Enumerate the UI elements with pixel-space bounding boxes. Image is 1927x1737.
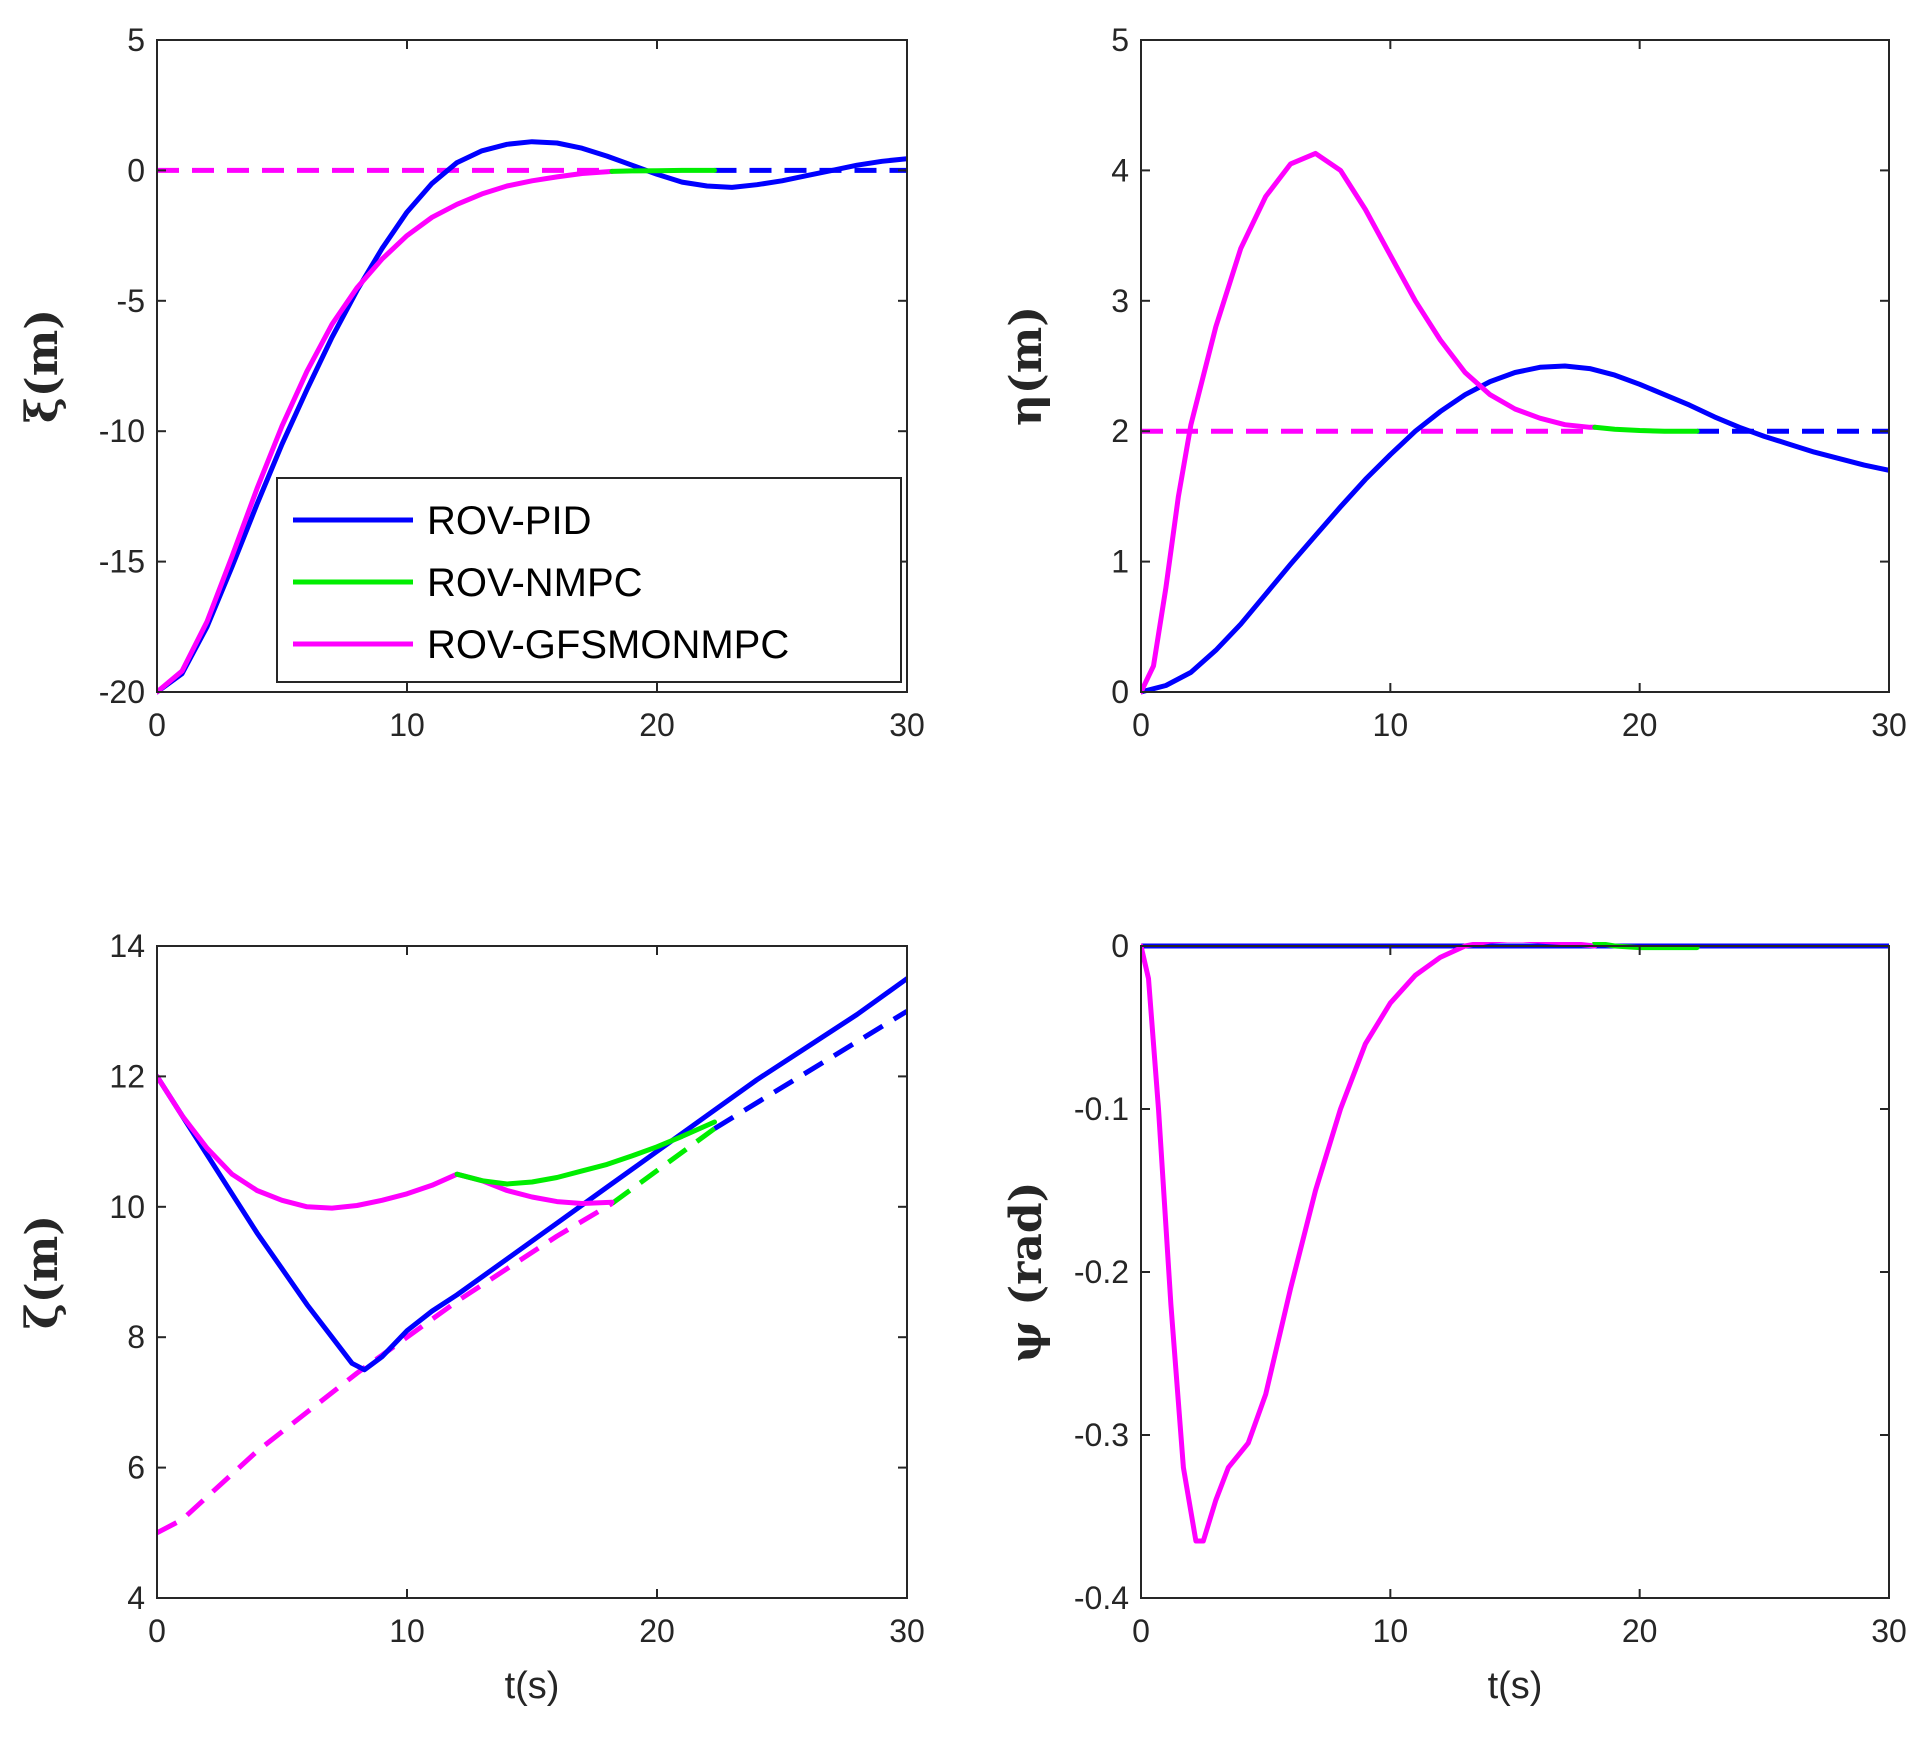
series-rov-gfsmonmpc — [1141, 150, 1598, 695]
panel-eta: 0 10 20 30 0 1 2 3 4 5 η(m) — [1001, 22, 1907, 743]
x-tick-label: 20 — [639, 1613, 675, 1649]
y-tick-label: -5 — [117, 283, 145, 319]
series-rov-gfsmonmpc — [1141, 942, 1598, 1544]
series-rov-nmpc — [609, 167, 717, 174]
x-tick-label: 30 — [889, 707, 925, 743]
series-rov-gfsmonmpc — [157, 168, 615, 695]
y-tick-label: 0 — [1111, 928, 1129, 964]
series-group — [157, 976, 907, 1536]
y-tick-label: -20 — [99, 674, 145, 710]
series-ref-pid — [713, 1009, 907, 1131]
y-axis-label: ζ(m) — [17, 1215, 68, 1329]
x-tick-label: 10 — [1373, 707, 1409, 743]
axes-box — [156, 945, 908, 1599]
x-tick-label: 0 — [1132, 1613, 1150, 1649]
axes-box — [156, 39, 908, 693]
y-tick-label: -0.3 — [1074, 1417, 1129, 1453]
y-axis-label: ξ(m) — [17, 309, 68, 423]
x-tick-label: 0 — [148, 707, 166, 743]
legend-label: ROV-NMPC — [427, 561, 643, 605]
y-tick-label: 1 — [1111, 544, 1129, 580]
y-tick-label: 8 — [127, 1319, 145, 1355]
series-rov-pid — [157, 139, 907, 695]
y-axis-label: ψ (rad) — [1001, 1182, 1052, 1363]
x-tick-label: 30 — [1871, 1613, 1907, 1649]
axes-box — [1140, 39, 1890, 693]
x-tick-label: 10 — [389, 707, 425, 743]
y-tick-label: 14 — [109, 928, 145, 964]
series-rov-pid — [157, 976, 907, 1373]
series-rov-gfsmonmpc — [157, 1073, 615, 1211]
x-tick-label: 0 — [1132, 707, 1150, 743]
legend-label: ROV-GFSMONMPC — [427, 623, 789, 667]
panel-xi: 0 10 20 30-20-15-10-505ξ(m)ROV-PIDROV-NMPCR… — [17, 22, 925, 743]
x-axis-label: t(s) — [1488, 1665, 1543, 1707]
y-tick-label: 12 — [109, 1058, 145, 1094]
panel-zeta: 0 10 20 30 4 6 8 10 12 14 ζ(m) t(s) — [17, 928, 925, 1707]
y-tick-label: 4 — [127, 1580, 145, 1616]
y-tick-label: 10 — [109, 1189, 145, 1225]
x-tick-label: 20 — [1622, 707, 1658, 743]
axes-box — [1140, 945, 1890, 1599]
legend-label: ROV-PID — [427, 499, 591, 543]
series-rov-nmpc — [454, 1119, 717, 1187]
series-rov-nmpc — [1592, 424, 1700, 434]
x-tick-label: 20 — [639, 707, 675, 743]
series-rov-pid — [1141, 363, 1889, 695]
series-group — [1141, 150, 1889, 695]
x-tick-label: 0 — [148, 1613, 166, 1649]
y-tick-label: 3 — [1111, 283, 1129, 319]
x-tick-label: 30 — [889, 1613, 925, 1649]
y-tick-label: 5 — [1111, 22, 1129, 58]
y-tick-label: 5 — [127, 22, 145, 58]
y-tick-label: 0 — [127, 152, 145, 188]
y-tick-label: -15 — [99, 544, 145, 580]
series-ref-nmpc — [610, 1126, 716, 1206]
y-axis-label: η(m) — [1001, 306, 1052, 426]
y-tick-label: -0.2 — [1074, 1254, 1129, 1290]
y-tick-label: -0.1 — [1074, 1091, 1129, 1127]
series-ref-gfsmonmpc — [157, 1201, 614, 1536]
x-tick-label: 10 — [1373, 1613, 1409, 1649]
y-tick-label: 2 — [1111, 413, 1129, 449]
x-axis-label: t(s) — [505, 1665, 560, 1707]
y-tick-label: 6 — [127, 1450, 145, 1486]
y-tick-label: 4 — [1111, 152, 1129, 188]
panel-psi: 0 10 20 30 -0.4 -0.3 -0.2 -0.1 0 ψ (rad) t(s) — [1001, 928, 1907, 1707]
series-group — [1141, 942, 1889, 1544]
x-tick-label: 20 — [1622, 1613, 1658, 1649]
x-tick-label: 10 — [389, 1613, 425, 1649]
series-group — [157, 139, 907, 695]
y-tick-label: -0.4 — [1074, 1580, 1129, 1616]
y-tick-label: -10 — [99, 413, 145, 449]
x-tick-label: 30 — [1871, 707, 1907, 743]
y-tick-label: 0 — [1111, 674, 1129, 710]
legend: ROV-PID ROV-NMPC ROV-GFSMONMPC — [276, 477, 902, 683]
